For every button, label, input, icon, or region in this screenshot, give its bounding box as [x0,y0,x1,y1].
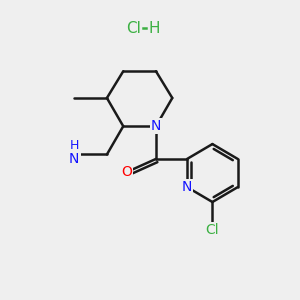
Text: H: H [70,139,79,152]
Text: Cl: Cl [126,21,141,36]
Text: N: N [69,152,80,166]
Text: N: N [182,180,192,194]
Text: Cl: Cl [206,223,219,237]
Text: H: H [149,21,160,36]
Text: O: O [121,165,132,179]
Text: N: N [151,119,161,133]
